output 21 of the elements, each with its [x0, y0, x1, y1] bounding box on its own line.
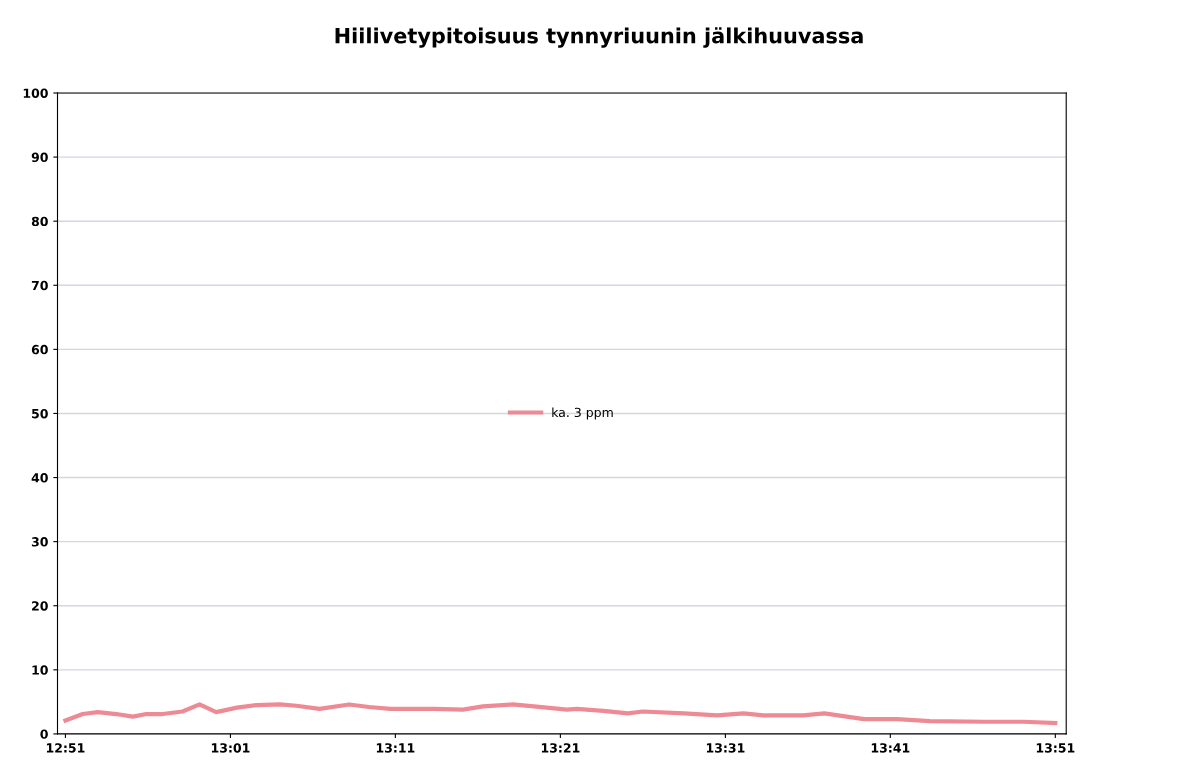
- y-tick-label: 30: [31, 537, 48, 547]
- x-tick-label: 12:51: [46, 743, 85, 753]
- x-tick-label: 13:41: [871, 743, 910, 753]
- x-tick-label: 13:31: [706, 743, 745, 753]
- x-tick-label: 13:21: [541, 743, 580, 753]
- y-tick-label: 0: [40, 729, 48, 739]
- line-series: [63, 702, 1058, 726]
- chart-title: Hiilivetypitoisuus tynnyriuunin jälkihuuvassa: [335, 27, 863, 48]
- y-tick-label: 70: [31, 280, 48, 291]
- y-tick-label: 10: [32, 665, 48, 675]
- y-tick-label: 90: [31, 152, 48, 163]
- y-tick-label: 40: [31, 473, 48, 483]
- x-tick-label: 13:51: [1036, 743, 1075, 753]
- y-tick-label: 50: [32, 408, 48, 419]
- legend-label: ka. 3 ppm: [552, 407, 613, 420]
- y-tick-label: 60: [31, 344, 48, 355]
- y-tick-label: 20: [32, 601, 48, 611]
- y-tick-label: 80: [31, 216, 48, 227]
- x-tick-label: 13:11: [376, 743, 415, 753]
- y-tick-label: 100: [23, 88, 48, 98]
- x-tick-label: 13:01: [211, 743, 250, 753]
